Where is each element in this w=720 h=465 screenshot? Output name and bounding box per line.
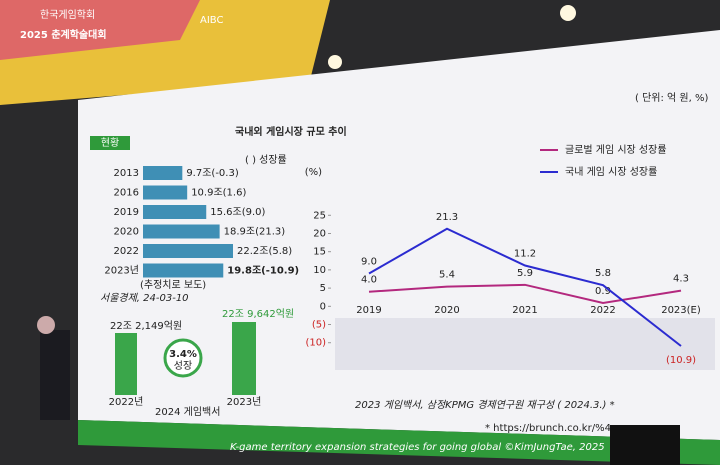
value-label: 10.9조(1.6) xyxy=(191,188,246,199)
value-label: 9.0 xyxy=(361,257,377,268)
banner-accent xyxy=(0,0,200,60)
value-label: 19.8조(-10.9) xyxy=(227,265,299,277)
y-axis-label: (%) xyxy=(305,167,322,178)
badge-text: 현황 xyxy=(101,137,119,149)
right-bar-label: 22조 9,642억원 xyxy=(222,308,294,320)
value-label: 11.2 xyxy=(514,249,536,260)
category-label: 2019 xyxy=(114,207,139,218)
x-tick-label: 2021 xyxy=(512,305,537,316)
value-label: 22.2조(5.8) xyxy=(237,246,292,257)
book: 2024 게임백서 xyxy=(155,405,220,418)
speaker-head xyxy=(37,316,55,334)
slide-title: 국내외 게임시장 규모 추이 xyxy=(235,125,347,138)
y-tick-label: 15 xyxy=(313,247,326,258)
bar xyxy=(143,185,188,200)
y-tick-label: 10 xyxy=(313,265,326,276)
value-label: 0.9 xyxy=(595,286,611,297)
series-line xyxy=(368,227,682,347)
y-tick-label: 5 xyxy=(320,283,326,294)
value-label: 15.6조(9.0) xyxy=(210,207,265,218)
chair xyxy=(610,425,680,465)
category-label: 2013 xyxy=(114,168,139,179)
growth-legend: ( ) 성장률 xyxy=(245,154,287,166)
y-tick-label: (5) xyxy=(312,320,326,331)
value-label: (10.9) xyxy=(666,355,696,366)
speaker xyxy=(40,330,70,420)
bar-2022 xyxy=(115,333,137,395)
year-label: 2022년 xyxy=(109,396,144,408)
unit: ( 단위: 억 원, %) xyxy=(635,91,708,104)
value-label: 9.7조(-0.3) xyxy=(186,168,239,179)
bar-2023 xyxy=(232,322,256,395)
left-bar-label: 22조 2,149억원 xyxy=(110,320,182,332)
value-label: 5.8 xyxy=(595,268,611,279)
estimate-note: (추정치로 보도) xyxy=(140,279,206,291)
bar xyxy=(143,166,183,180)
banner-title: 2025 춘계학술대회 xyxy=(20,28,107,41)
year-label: 2023년 xyxy=(227,396,262,408)
value-label: 21.3 xyxy=(436,212,458,223)
category-label: 2020 xyxy=(114,227,139,238)
legend-label: 국내 게임 시장 성장률 xyxy=(565,165,657,178)
badge xyxy=(90,136,130,150)
ceiling-light xyxy=(560,5,576,21)
link: * https://brunch.co.kr/%4 xyxy=(485,423,611,434)
y-tick-label: 25 xyxy=(313,210,326,221)
bar xyxy=(143,244,233,258)
x-tick-label: 2020 xyxy=(434,305,459,316)
category-label: 2023년 xyxy=(104,265,139,277)
slide-footer xyxy=(78,420,720,465)
bar xyxy=(143,205,207,219)
x-tick-label: 2023(E) xyxy=(661,305,701,316)
y-tick-label: 20 xyxy=(313,228,326,239)
value-label: 4.3 xyxy=(673,274,689,285)
footer-text: K-game territory expansion strategies fo… xyxy=(230,442,605,453)
legend-label: 글로벌 게임 시장 성장률 xyxy=(565,143,667,156)
series-line xyxy=(368,283,682,305)
bar xyxy=(143,224,220,239)
value-label: 18.9조(21.3) xyxy=(224,227,286,238)
x-tick-label: 2022 xyxy=(590,305,615,316)
x-tick-label: 2019 xyxy=(356,305,381,316)
y-tick-label: (10) xyxy=(305,338,326,349)
news-source: 서울경제, 24-03-10 xyxy=(100,292,189,304)
value-label: 4.0 xyxy=(361,275,377,286)
growth-word: 성장 xyxy=(174,360,192,372)
value-label: 5.9 xyxy=(517,268,533,279)
plot-shade xyxy=(335,318,715,370)
source: 2023 게임백서, 삼정KPMG 경제연구원 재구성 ( 2024.3.) * xyxy=(355,399,615,411)
category-label: 2016 xyxy=(114,188,139,199)
ceiling-light xyxy=(328,55,342,69)
y-tick-label: 0 xyxy=(320,301,326,312)
banner-subtitle: AIBC xyxy=(200,15,223,26)
growth-circle xyxy=(163,338,203,378)
category-label: 2022 xyxy=(114,246,139,257)
banner-org: 한국게임학회 xyxy=(40,8,95,21)
value-label: 5.4 xyxy=(439,270,455,281)
bar xyxy=(143,263,224,278)
growth-value: 3.4% xyxy=(169,349,197,360)
